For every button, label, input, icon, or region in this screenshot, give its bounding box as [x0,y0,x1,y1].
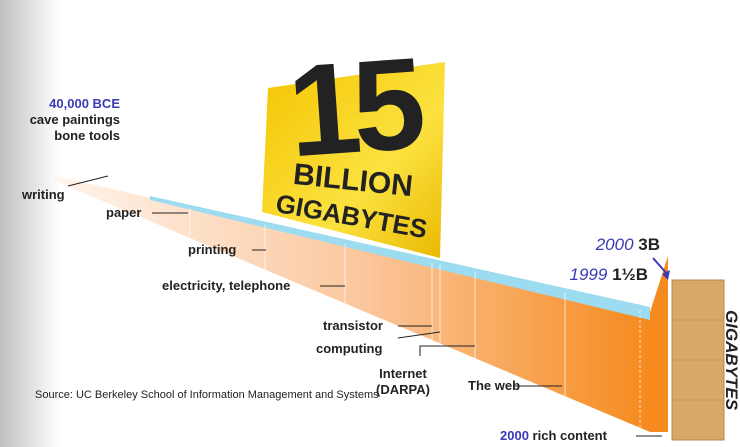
end-text: rich content [533,428,608,443]
milestone: paper [106,205,141,220]
milestone: computing [316,341,382,356]
total-2000: 2000 3B [595,235,660,254]
infographic: GIGABYTES 15 BILLION GIGABYTES 40,000 BC… [0,0,740,447]
milestone: (DARPA) [376,382,430,397]
origin-line2: bone tools [54,128,120,143]
total-1999: 1999 1½B [570,265,648,284]
end-year: 2000 [500,428,529,443]
milestone: electricity, telephone [162,278,290,293]
total-year: 1999 [570,265,608,284]
end-label: 2000 rich content [500,428,608,443]
milestone: Internet [379,366,427,381]
milestone: writing [21,187,65,202]
total-amount: 1½B [612,265,648,284]
total-amount: 3B [638,235,660,254]
total-year: 2000 [595,235,634,254]
source: Source: UC Berkeley School of Informatio… [35,389,379,401]
milestone: The web [468,378,520,393]
axis-label: GIGABYTES [722,310,740,411]
origin-line1: cave paintings [30,112,120,127]
origin-date: 40,000 BCE [49,96,120,111]
milestone: transistor [323,318,383,333]
milestone: printing [188,242,236,257]
page: GIGABYTES 15 BILLION GIGABYTES 40,000 BC… [0,0,740,447]
